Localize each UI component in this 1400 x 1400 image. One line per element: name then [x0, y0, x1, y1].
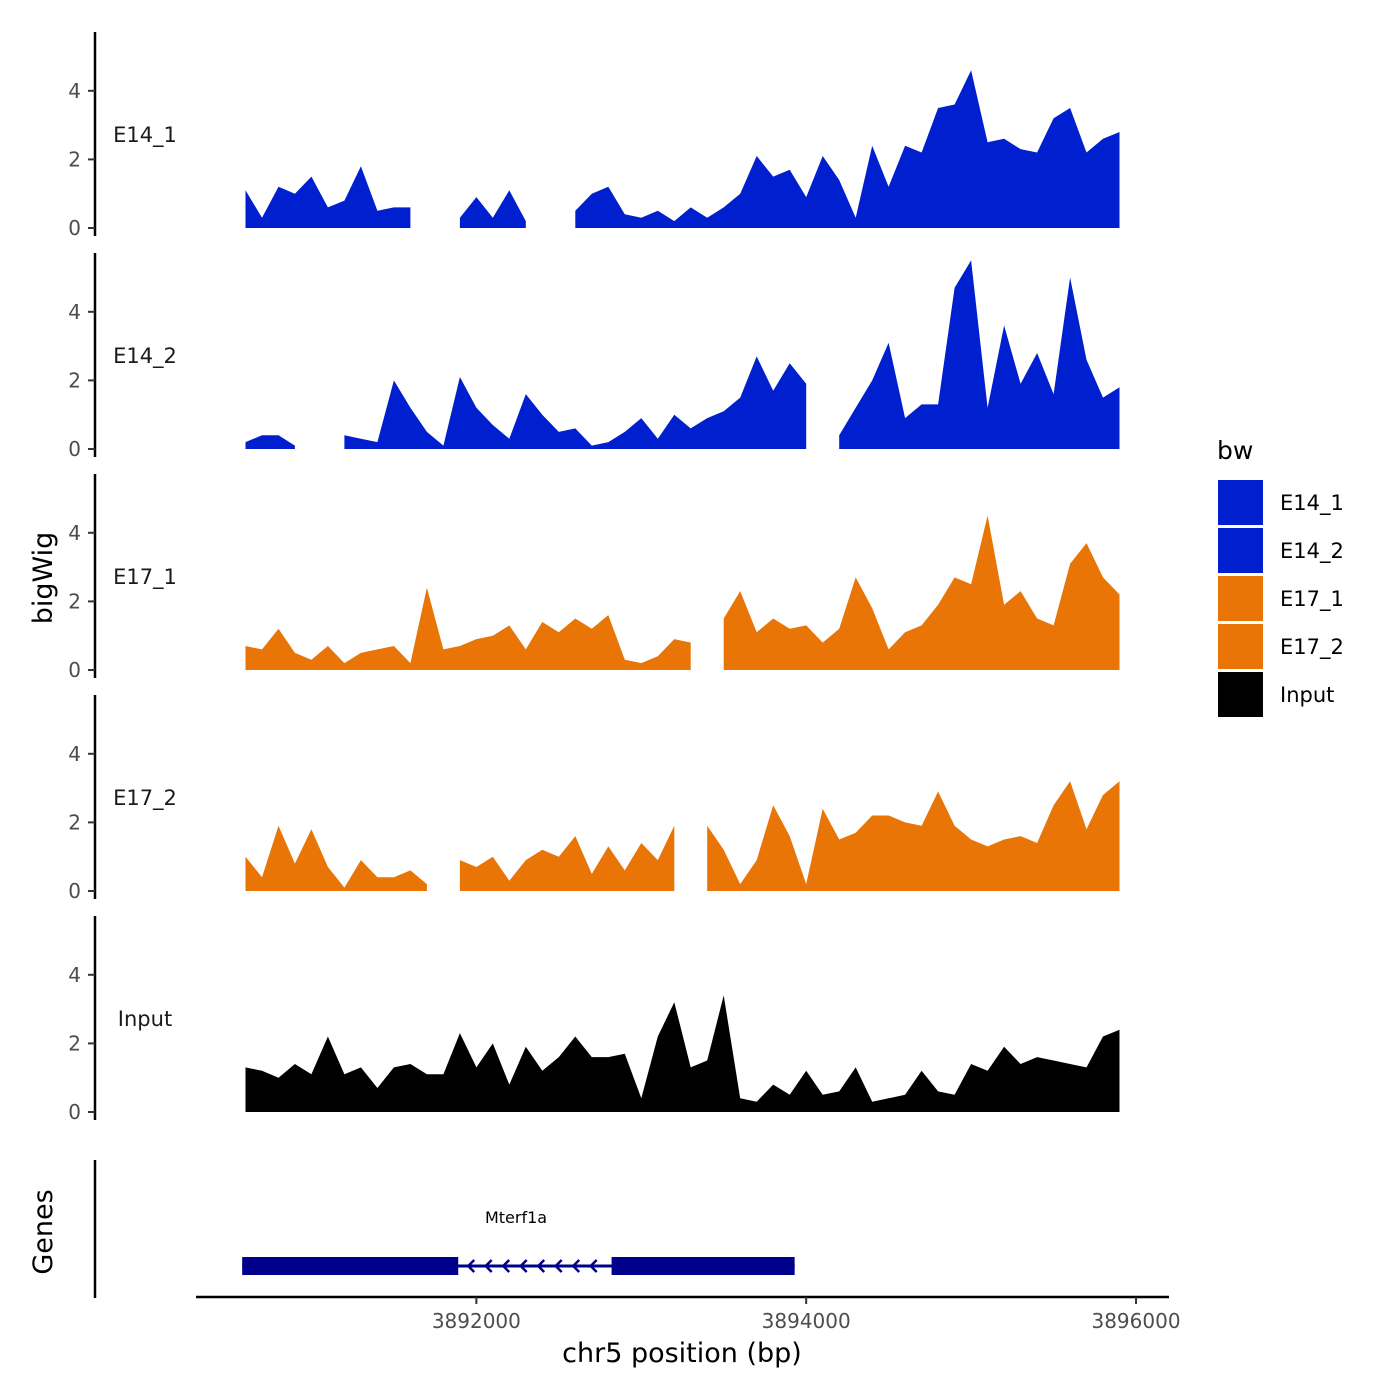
legend-label: Input: [1280, 683, 1334, 707]
y-tick-label: 2: [68, 589, 81, 613]
strand-arrow-icon: [588, 1259, 598, 1273]
coverage-area: [723, 515, 1120, 670]
track-E17_1: 0 2 4 E17_1: [68, 474, 1120, 682]
coverage-area: [245, 825, 427, 891]
coverage-area: [245, 166, 411, 228]
strand-arrow-icon: [518, 1259, 528, 1273]
x-tick-label: 3894000: [762, 1309, 851, 1333]
track-E17_2: 0 2 4 E17_2: [68, 695, 1120, 903]
strand-arrow-icon: [571, 1259, 581, 1273]
x-tick-label: 3892000: [432, 1309, 521, 1333]
y-tick-label: 4: [68, 79, 81, 103]
coverage-area: [245, 435, 295, 449]
coverage-area: [575, 70, 1120, 228]
legend-label: E17_2: [1280, 635, 1344, 660]
legend-swatch: [1218, 480, 1263, 525]
coverage-area: [459, 825, 675, 891]
y-tick-label: 4: [68, 963, 81, 987]
y-tick-label: 2: [68, 368, 81, 392]
coverage-area: [344, 356, 807, 449]
legend-swatch: [1218, 624, 1263, 669]
y-tick-label: 0: [68, 437, 81, 461]
y-tick-label: 2: [68, 147, 81, 171]
track-E14_1: 0 2 4 E14_1: [68, 32, 1120, 240]
gene-label: Mterf1a: [485, 1208, 547, 1227]
strand-arrow-icon: [501, 1259, 511, 1273]
y-tick-label: 0: [68, 879, 81, 903]
y-tick-label: 4: [68, 521, 81, 545]
y-tick-label: 0: [68, 216, 81, 240]
track-label: E17_2: [113, 786, 177, 811]
y-tick-label: 0: [68, 1100, 81, 1124]
y-tick-label: 4: [68, 742, 81, 766]
gene-track: Mterf1a: [93, 1160, 795, 1298]
coverage-area: [245, 587, 691, 670]
track-label: E14_2: [113, 344, 177, 369]
strand-arrow-icon: [483, 1259, 493, 1273]
track-label: E17_1: [113, 565, 177, 590]
strand-arrow-icon: [553, 1259, 563, 1273]
legend: bw E14_1 E14_2 E17_1 E17_2 Input: [1217, 436, 1344, 717]
track-E14_2: 0 2 4 E14_2: [68, 253, 1120, 461]
strand-arrow-icon: [536, 1259, 546, 1273]
legend-swatch: [1218, 576, 1263, 621]
x-tick-label: 3896000: [1091, 1309, 1180, 1333]
gene-exon: [242, 1257, 459, 1275]
genes-axis-title: Genes: [28, 1189, 59, 1274]
coverage-area: [459, 190, 526, 228]
legend-swatch: [1218, 528, 1263, 573]
coverage-tracks: 0 2 4 E14_1 0 2 4 E14_2 0 2 4 E17_1 0 2 4 E17_2 0 2 4 Input: [68, 32, 1120, 1124]
legend-label: E14_2: [1280, 539, 1344, 564]
y-tick-label: 4: [68, 300, 81, 324]
y-tick-label: 0: [68, 658, 81, 682]
track-label: E14_1: [113, 123, 177, 148]
coverage-area: [839, 260, 1120, 449]
x-axis-title: chr5 position (bp): [562, 1338, 802, 1369]
coverage-area: [707, 781, 1120, 891]
strand-arrow-icon: [466, 1259, 476, 1273]
gene-exon: [611, 1257, 795, 1275]
track-Input: 0 2 4 Input: [68, 916, 1120, 1124]
y-tick-label: 2: [68, 1031, 81, 1055]
y-axis-title: bigWig: [28, 532, 59, 625]
y-tick-label: 2: [68, 810, 81, 834]
x-axis: 3892000 3894000 3896000: [196, 1295, 1181, 1333]
legend-label: E14_1: [1280, 491, 1344, 516]
legend-label: E17_1: [1280, 587, 1344, 612]
legend-title: bw: [1217, 436, 1253, 465]
coverage-area: [245, 995, 1120, 1112]
legend-swatch: [1218, 672, 1263, 717]
track-label: Input: [118, 1007, 172, 1031]
